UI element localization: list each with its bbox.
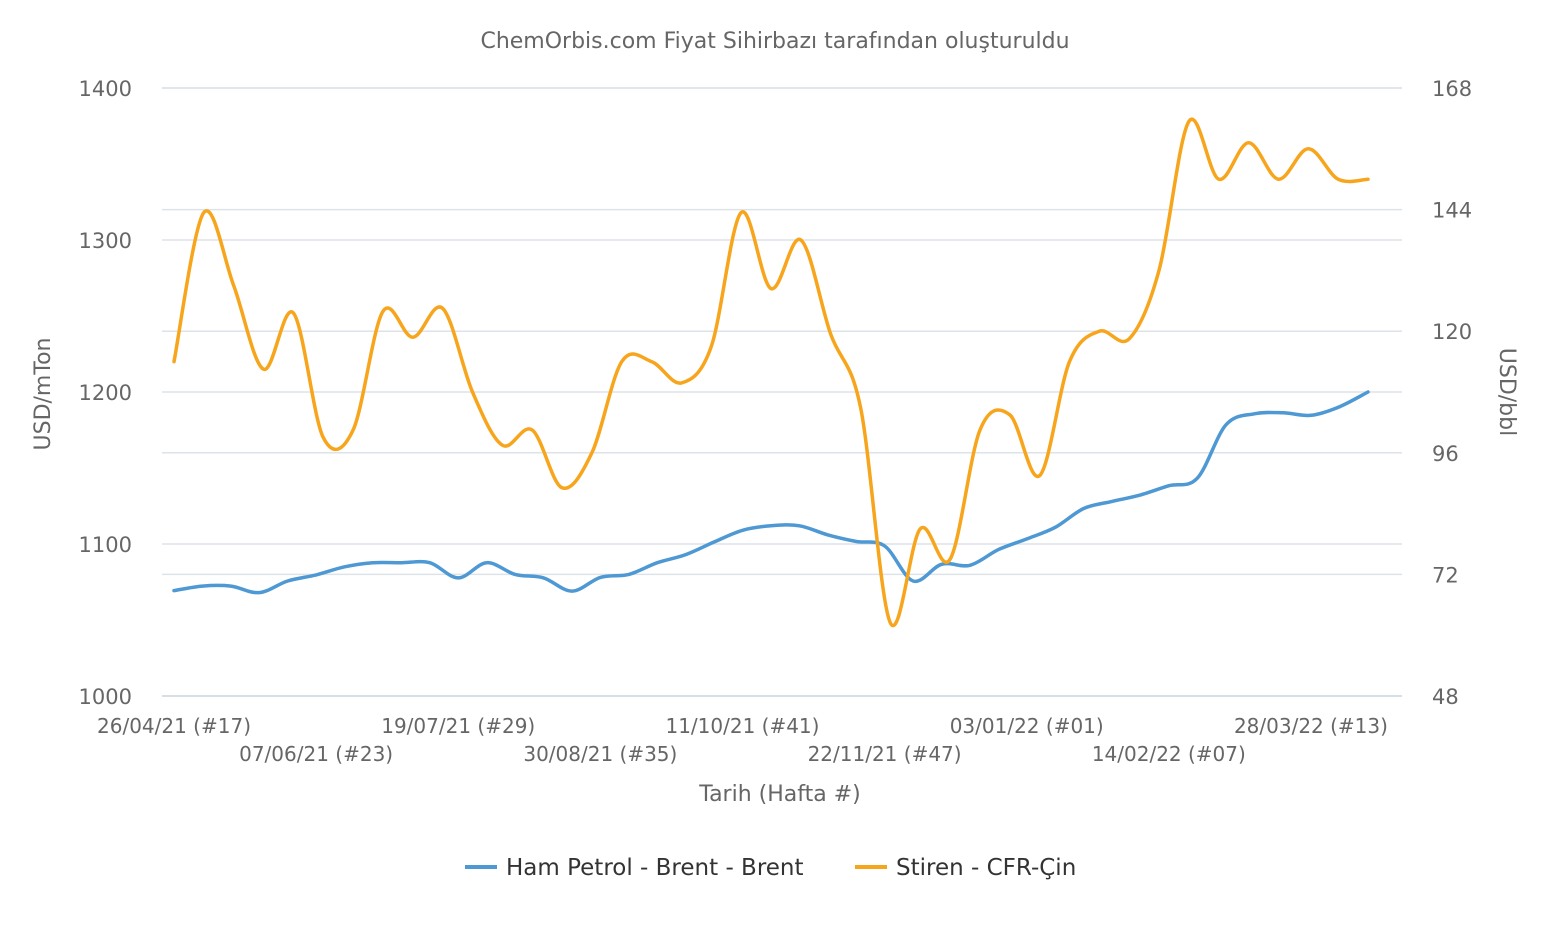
right-axis-tick-labels: 48 72 96 120 144 168 bbox=[1432, 77, 1472, 709]
right-tick-label-4: 144 bbox=[1432, 199, 1472, 223]
series-lines bbox=[172, 117, 1370, 628]
right-axis-label: USD/bbl bbox=[1494, 348, 1519, 436]
x-tick-label-3: 30/08/21 (#35) bbox=[523, 742, 677, 766]
x-tick-label-5: 22/11/21 (#47) bbox=[808, 742, 962, 766]
x-tick-label-1: 07/06/21 (#23) bbox=[239, 742, 393, 766]
series-line-1 bbox=[172, 117, 1370, 628]
x-tick-label-6: 03/01/22 (#01) bbox=[950, 714, 1104, 738]
left-axis-tick-labels: 1000 1100 1200 1300 1400 bbox=[79, 77, 132, 709]
left-axis-label: USD/mTon bbox=[31, 338, 56, 451]
x-tick-label-7: 14/02/22 (#07) bbox=[1092, 742, 1246, 766]
legend-item-styrene[interactable]: Stiren - CFR-Çin bbox=[855, 855, 1076, 881]
left-tick-label-3: 1300 bbox=[79, 229, 132, 253]
right-tick-label-0: 48 bbox=[1432, 685, 1459, 709]
left-tick-label-1: 1100 bbox=[79, 533, 132, 557]
left-tick-label-0: 1000 bbox=[79, 685, 132, 709]
chart-title: ChemOrbis.com Fiyat Sihirbazı tarafından… bbox=[480, 29, 1069, 54]
x-tick-label-2: 19/07/21 (#29) bbox=[381, 714, 535, 738]
gridlines bbox=[162, 87, 1402, 576]
legend-label-styrene: Stiren - CFR-Çin bbox=[896, 855, 1076, 881]
legend: Ham Petrol - Brent - Brent Stiren - CFR-… bbox=[465, 855, 1076, 881]
right-tick-label-1: 72 bbox=[1432, 563, 1459, 587]
legend-item-brent[interactable]: Ham Petrol - Brent - Brent bbox=[465, 855, 804, 881]
x-tick-label-0: 26/04/21 (#17) bbox=[97, 714, 251, 738]
x-tick-label-8: 28/03/22 (#13) bbox=[1234, 714, 1388, 738]
left-tick-label-2: 1200 bbox=[79, 381, 132, 405]
right-tick-label-2: 96 bbox=[1432, 442, 1459, 466]
x-tick-label-4: 11/10/21 (#41) bbox=[665, 714, 819, 738]
x-axis-label: Tarih (Hafta #) bbox=[698, 782, 860, 807]
x-axis-tick-labels: 26/04/21 (#17) 07/06/21 (#23) 19/07/21 (#2… bbox=[97, 714, 1388, 766]
right-tick-label-5: 168 bbox=[1432, 77, 1472, 101]
right-tick-label-3: 120 bbox=[1432, 320, 1472, 344]
left-tick-label-4: 1400 bbox=[79, 77, 132, 101]
series-line-0 bbox=[172, 390, 1370, 595]
legend-label-brent: Ham Petrol - Brent - Brent bbox=[506, 855, 804, 881]
